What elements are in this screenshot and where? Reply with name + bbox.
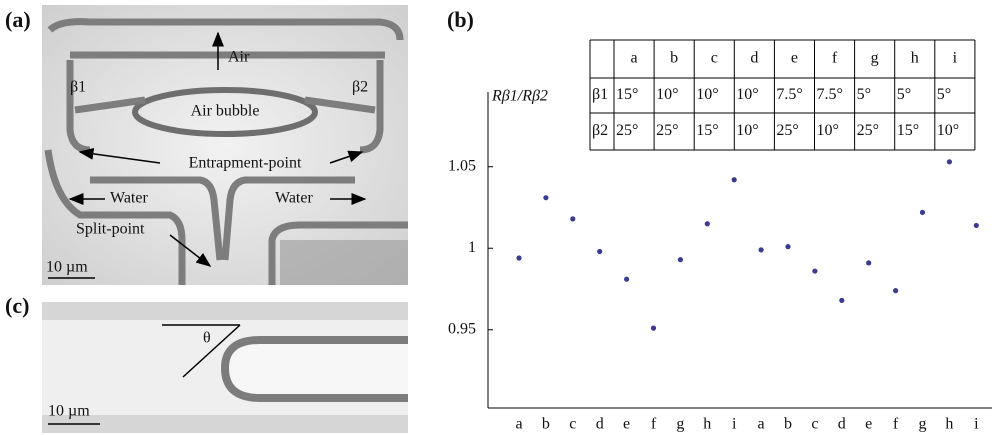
point [677, 257, 684, 263]
x-tick-label: e [865, 416, 872, 433]
table-cell: 7.5° [776, 86, 802, 103]
point [919, 209, 926, 215]
point [758, 247, 764, 253]
table-header: b [670, 50, 678, 67]
x-tick-label: d [596, 416, 604, 433]
point [839, 297, 845, 304]
point [893, 288, 899, 294]
point [597, 248, 603, 255]
table-cell: 5° [897, 86, 911, 103]
table-header: g [871, 50, 879, 67]
point [731, 177, 737, 183]
table-row-label: β1 [592, 86, 608, 103]
table-cell: 15° [616, 86, 638, 103]
x-tick-label: i [974, 416, 979, 433]
table-cell: 10° [736, 86, 758, 103]
x-tick-label: a [515, 416, 522, 433]
point [785, 244, 791, 250]
annotation: Air [228, 49, 250, 66]
table-cell: 10° [817, 122, 839, 139]
x-tick-label: d [838, 416, 846, 433]
point [543, 195, 549, 201]
annotation: Air bubble [191, 103, 260, 120]
x-tick-label: g [676, 416, 684, 433]
panel-label: (c) [5, 293, 29, 318]
micrograph-a [42, 5, 408, 285]
point [704, 221, 710, 227]
micrograph-c [42, 302, 408, 433]
table-cell: 25° [776, 122, 798, 139]
table-cell: 25° [616, 122, 638, 139]
arrow [329, 150, 364, 164]
table-cell: 10° [696, 86, 718, 103]
arrow [78, 147, 161, 164]
annotation: Split-point [76, 221, 145, 238]
point [650, 325, 657, 331]
annotation: Entrapment-point [189, 155, 302, 172]
x-tick-label: c [569, 416, 576, 433]
x-tick-label: g [919, 416, 927, 433]
table-cell: 25° [656, 122, 678, 139]
annotation: Water [275, 190, 313, 207]
point [624, 276, 630, 282]
table-header: e [791, 50, 798, 67]
panel-label: (a) [5, 7, 31, 32]
x-tick-label: b [542, 416, 550, 433]
table-header: d [750, 50, 758, 67]
x-tick-label: h [703, 416, 711, 433]
x-tick-label: b [784, 416, 792, 433]
y-axis-label: Rβ1/Rβ2 [491, 88, 548, 105]
table-cell: 25° [857, 122, 879, 139]
point [946, 159, 953, 165]
x-tick-label: h [945, 416, 953, 433]
table-cell: 15° [696, 122, 718, 139]
point [570, 216, 576, 222]
y-tick-label: 1.05 [448, 157, 476, 174]
table-cell: 5° [857, 86, 871, 103]
x-tick-label: i [732, 416, 737, 433]
point [516, 255, 522, 261]
annotation: Water [110, 190, 148, 207]
table-header: a [630, 50, 637, 67]
x-tick-label: c [811, 416, 818, 433]
table-header: c [711, 50, 718, 67]
table-header: i [953, 50, 958, 67]
arrow [169, 234, 212, 267]
table-row-label: β2 [592, 122, 608, 139]
table-cell: 7.5° [817, 86, 843, 103]
scale-label: 10 µm [48, 403, 90, 420]
table-header: f [832, 50, 838, 67]
point [973, 222, 979, 229]
annotation: θ [203, 330, 211, 347]
point [866, 260, 872, 266]
y-tick-label: 1 [468, 239, 476, 256]
y-tick-label: 0.95 [448, 320, 476, 337]
table-cell: 15° [897, 122, 919, 139]
table-cell: 10° [937, 122, 959, 139]
x-tick-label: a [758, 416, 765, 433]
annotation: β2 [352, 79, 368, 96]
scale-label: 10 µm [46, 259, 88, 276]
angle-line [182, 324, 241, 378]
table-cell: 10° [736, 122, 758, 139]
x-tick-label: f [651, 416, 657, 433]
x-tick-label: f [893, 416, 899, 433]
table-header: h [911, 50, 919, 67]
table-cell: 10° [656, 86, 678, 103]
panel-label: (b) [447, 7, 474, 32]
x-tick-label: e [623, 416, 630, 433]
table-cell: 5° [937, 86, 951, 103]
annotation: β1 [70, 79, 86, 96]
point [812, 268, 818, 274]
